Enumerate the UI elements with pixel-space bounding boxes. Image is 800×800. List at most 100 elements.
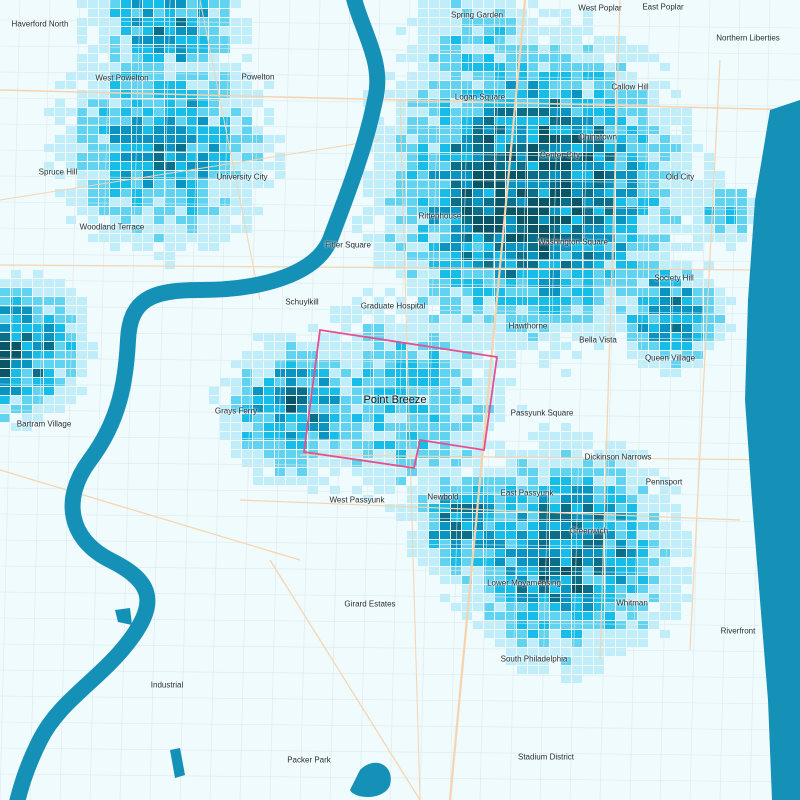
block: [495, 486, 505, 494]
point-breeze-outline[interactable]: [302, 328, 499, 470]
block: [649, 216, 659, 224]
block: [99, 45, 109, 53]
block: [517, 621, 527, 629]
block: [506, 279, 516, 287]
block: [154, 225, 164, 233]
block: [616, 513, 626, 521]
block: [22, 288, 32, 296]
block: [286, 405, 296, 413]
block: [660, 531, 670, 539]
block: [671, 135, 681, 143]
block: [671, 594, 681, 602]
block: [385, 405, 395, 413]
block: [341, 459, 351, 467]
block: [132, 144, 142, 152]
block: [451, 117, 461, 125]
block: [484, 522, 494, 530]
block: [693, 288, 703, 296]
block: [583, 279, 593, 287]
label-west-passyunk: West Passyunk: [329, 495, 385, 505]
block: [616, 288, 626, 296]
block: [517, 90, 527, 98]
block: [594, 540, 604, 548]
block: [561, 531, 571, 539]
block: [385, 459, 395, 467]
block: [55, 153, 65, 161]
block: [440, 567, 450, 575]
block: [627, 270, 637, 278]
block: [154, 207, 164, 215]
block: [572, 477, 582, 485]
block: [649, 612, 659, 620]
block: [682, 594, 692, 602]
road: [0, 513, 800, 523]
block: [121, 27, 131, 35]
block: [539, 297, 549, 305]
block: [121, 81, 131, 89]
block: [539, 495, 549, 503]
block: [231, 378, 241, 386]
block: [561, 432, 571, 440]
block: [506, 270, 516, 278]
block: [605, 243, 615, 251]
label-point-breeze[interactable]: Point Breeze: [363, 394, 427, 406]
block: [330, 342, 340, 350]
block: [77, 90, 87, 98]
block: [682, 126, 692, 134]
block: [264, 441, 274, 449]
label-greenwich: Greenwich: [569, 526, 609, 536]
block: [66, 81, 76, 89]
block: [594, 234, 604, 242]
block: [429, 333, 439, 341]
block: [396, 54, 406, 62]
block: [429, 432, 439, 440]
block: [594, 459, 604, 467]
block: [330, 459, 340, 467]
block: [462, 495, 472, 503]
block: [473, 603, 483, 611]
block: [407, 162, 417, 170]
block: [396, 225, 406, 233]
block: [220, 180, 230, 188]
block: [154, 180, 164, 188]
block: [407, 135, 417, 143]
block: [407, 495, 417, 503]
block: [88, 45, 98, 53]
block: [517, 234, 527, 242]
delaware-river: [745, 100, 800, 800]
block: [198, 117, 208, 125]
block: [363, 324, 373, 332]
block: [638, 558, 648, 566]
block: [0, 342, 10, 350]
block: [44, 351, 54, 359]
block: [462, 504, 472, 512]
block: [605, 36, 615, 44]
block: [528, 189, 538, 197]
block: [572, 306, 582, 314]
block: [484, 108, 494, 116]
block: [649, 135, 659, 143]
block: [495, 342, 505, 350]
block: [220, 9, 230, 17]
block: [660, 549, 670, 557]
block: [539, 72, 549, 80]
block: [297, 351, 307, 359]
road: [0, 264, 761, 271]
block: [473, 513, 483, 521]
block: [572, 198, 582, 206]
block: [429, 522, 439, 530]
block: [374, 342, 384, 350]
block: [561, 513, 571, 521]
block: [572, 486, 582, 494]
block: [484, 423, 494, 431]
block: [187, 171, 197, 179]
block: [660, 189, 670, 197]
block: [330, 351, 340, 359]
block: [264, 342, 274, 350]
block: [495, 576, 505, 584]
block: [352, 297, 362, 305]
schuylkill-river: [9, 0, 386, 800]
block: [165, 180, 175, 188]
